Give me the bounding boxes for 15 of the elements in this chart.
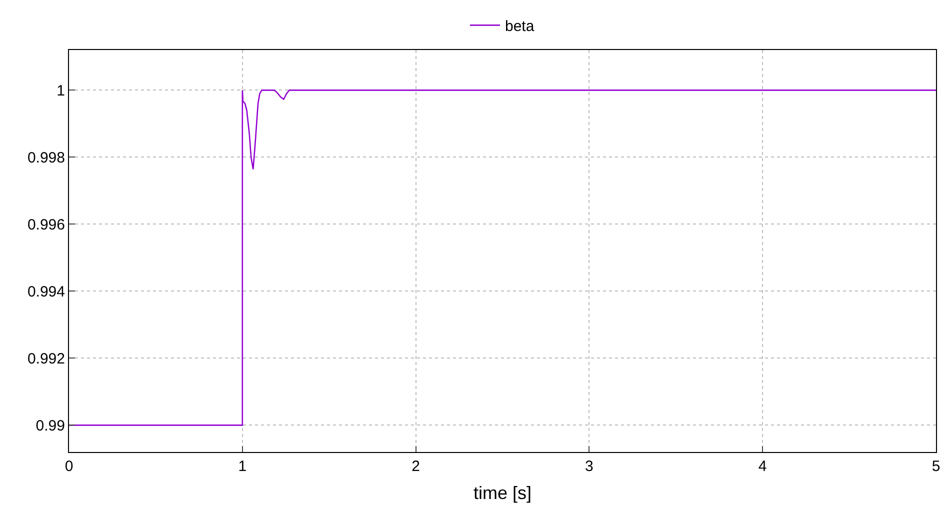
x-tick-label: 4 — [758, 458, 767, 475]
x-tick-label: 5 — [932, 458, 940, 475]
x-axis-title: time [s] — [473, 483, 532, 504]
y-tick-label: 0.992 — [27, 350, 65, 368]
y-tick-label: 0.99 — [36, 417, 65, 434]
y-tick-label: 0.996 — [27, 216, 65, 234]
x-tick-label: 1 — [238, 458, 247, 475]
x-tick-label: 3 — [585, 458, 594, 475]
legend-label: beta — [505, 18, 535, 36]
y-tick-label: 0.994 — [27, 283, 65, 300]
y-tick-label: 0.998 — [27, 149, 65, 166]
line-series — [69, 90, 936, 426]
x-tick-label: 2 — [412, 458, 420, 475]
x-tick-label: 0 — [64, 458, 74, 475]
y-tick-label: 1 — [56, 82, 65, 100]
